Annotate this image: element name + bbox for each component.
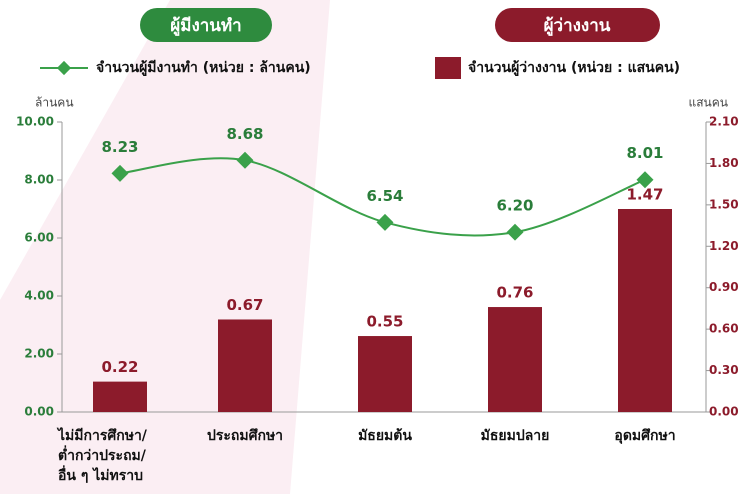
y2-tick-label: 0.90: [709, 280, 739, 294]
y-tick-label: 8.00: [24, 173, 54, 187]
legend-label: จำนวนผู้ว่างงาน (หน่วย : แสนคน): [468, 60, 680, 76]
y-tick-label: 6.00: [24, 231, 54, 245]
bar: [358, 336, 412, 412]
bar-value-label: 1.47: [626, 186, 663, 204]
y2-tick-label: 0.00: [709, 405, 739, 419]
y2-axis-label: แสนคน: [689, 96, 729, 110]
y2-tick-label: 1.80: [709, 156, 739, 170]
y2-tick-label: 1.50: [709, 197, 739, 211]
legend-marker: [56, 60, 72, 76]
y2-tick-label: 2.10: [709, 115, 739, 129]
header-pill: [140, 8, 272, 42]
bar: [93, 381, 147, 412]
bar-value-label: 0.22: [101, 358, 138, 376]
line-marker: [636, 171, 654, 189]
y-tick-label: 4.00: [24, 289, 54, 303]
bar-value-label: 0.76: [496, 284, 533, 302]
line-value-label: 6.20: [496, 197, 533, 215]
x-tick-label: ประถมศึกษา: [206, 428, 284, 444]
bar: [488, 307, 542, 412]
x-tick-label: ไม่มีการศึกษา/ ต่ำกว่าประถม/ อื่น ๆ ไม่ท…: [58, 428, 147, 484]
line-value-label: 8.68: [226, 125, 263, 143]
y-tick-label: 2.00: [24, 347, 54, 361]
y-tick-label: 0.00: [24, 405, 54, 419]
line-marker: [506, 223, 524, 241]
y2-tick-label: 0.60: [709, 322, 739, 336]
line-marker: [236, 151, 254, 169]
line-value-label: 6.54: [366, 187, 403, 205]
x-tick-label: มัธยมปลาย: [480, 428, 550, 444]
x-tick-label: อุดมศึกษา: [614, 428, 676, 444]
header: ผู้มีงานทำ: [170, 15, 241, 37]
legend-marker: [435, 57, 461, 79]
line-value-label: 8.23: [101, 138, 138, 156]
line-marker: [111, 164, 129, 182]
line-value-label: 8.01: [626, 144, 663, 162]
header-pill: [495, 8, 660, 42]
y-axis-label: ล้านคน: [35, 96, 74, 110]
line-marker: [376, 213, 394, 231]
bar-value-label: 0.67: [226, 296, 263, 314]
header: ผู้ว่างงาน: [544, 16, 611, 37]
bar: [618, 209, 672, 412]
y2-tick-label: 1.20: [709, 239, 739, 253]
y-tick-label: 10.00: [16, 115, 54, 129]
legend-label: จำนวนผู้มีงานทำ (หน่วย : ล้านคน): [96, 60, 311, 76]
bar-value-label: 0.55: [366, 313, 403, 331]
y2-tick-label: 0.30: [709, 363, 739, 377]
x-tick-label: มัธยมต้น: [358, 428, 412, 444]
bar: [218, 319, 272, 412]
